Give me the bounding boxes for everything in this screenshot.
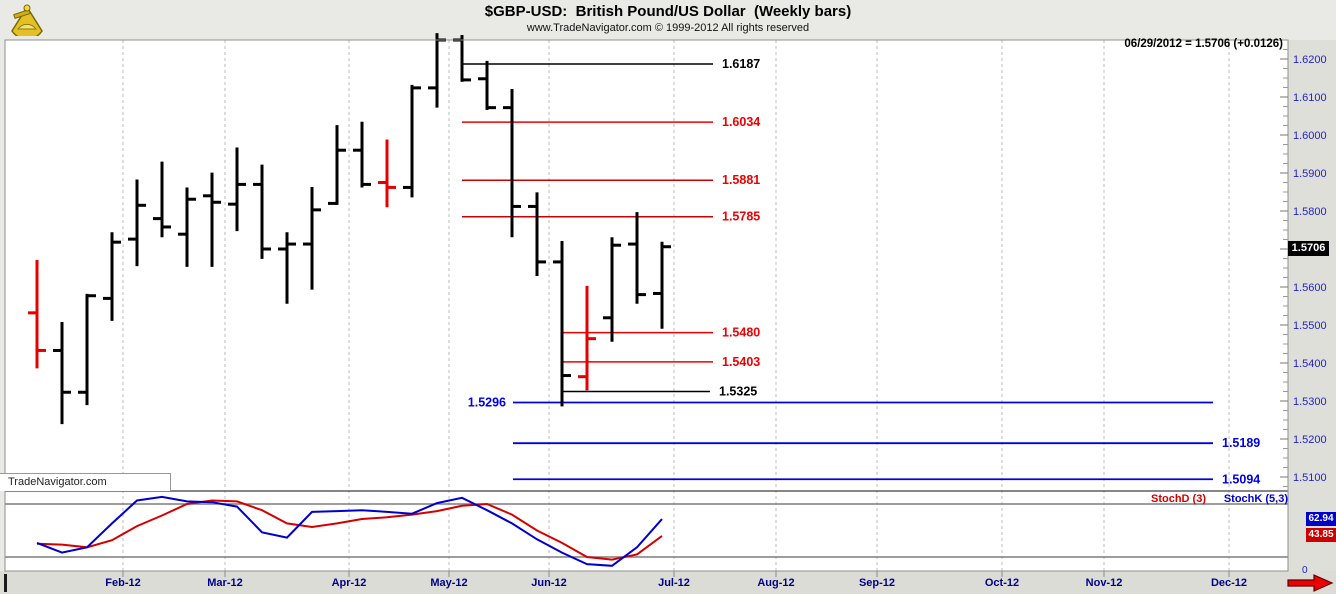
price-axis-label: 1.5400: [1293, 358, 1327, 370]
price-axis-label: 1.6200: [1293, 54, 1327, 66]
month-axis-label: Oct-12: [985, 577, 1019, 589]
month-axis-label: Nov-12: [1086, 577, 1123, 589]
price-axis-label: 1.6000: [1293, 130, 1327, 142]
watermark: TradeNavigator.com: [0, 473, 171, 491]
tradenavigator-sextant-logo-icon: [11, 4, 43, 36]
price-axis-label: 1.5100: [1293, 472, 1327, 484]
header-strip: [0, 0, 1336, 40]
stochd-legend-label: StochD (3): [1151, 493, 1206, 505]
stoch-curve: [36, 499, 663, 561]
current-price-badge: 1.5706: [1288, 241, 1329, 256]
price-level-label: 1.5189: [1222, 436, 1260, 450]
stoch-curve: [36, 495, 663, 567]
price-level-label: 1.5325: [719, 385, 757, 399]
month-axis-label: May-12: [430, 577, 467, 589]
price-level-label: 1.5296: [468, 396, 506, 410]
stochd-value-badge: 43.85: [1306, 528, 1336, 542]
stoch-zero-axis-label: 0: [1302, 565, 1308, 576]
scroll-right-arrow-button[interactable]: [1286, 573, 1334, 593]
plot-background: [5, 40, 1288, 571]
price-level-label: 1.5881: [722, 173, 760, 187]
page-title: $GBP-USD: British Pound/US Dollar (Weekl…: [484, 3, 852, 20]
month-axis-label: Aug-12: [757, 577, 794, 589]
price-axis-label: 1.5600: [1293, 282, 1327, 294]
price-axis-label: 1.5900: [1293, 168, 1327, 180]
month-axis-label: Mar-12: [207, 577, 242, 589]
price-level-label: 1.5094: [1222, 472, 1260, 486]
price-level-label: 1.5480: [722, 326, 760, 340]
month-axis-label: Apr-12: [332, 577, 367, 589]
bottom-left-edge-tick: [4, 574, 7, 592]
last-date-price-annotation: 06/29/2012 = 1.5706 (+0.0126): [1124, 38, 1283, 50]
copyright-subtitle: www.TradeNavigator.com © 1999-2012 All r…: [526, 22, 810, 34]
month-axis-label: Jun-12: [531, 577, 566, 589]
price-axis-label: 1.5800: [1293, 206, 1327, 218]
price-axis-label: 1.5200: [1293, 434, 1327, 446]
price-level-label: 1.6034: [722, 115, 760, 129]
stochk-legend-label: StochK (5,3): [1223, 493, 1288, 505]
price-axis-label: 1.5500: [1293, 320, 1327, 332]
month-axis-label: Jul-12: [658, 577, 690, 589]
stochk-value-badge: 62.94: [1306, 512, 1336, 526]
price-level-label: 1.6187: [722, 57, 760, 71]
month-axis-label: Sep-12: [859, 577, 895, 589]
month-axis-label: Feb-12: [105, 577, 140, 589]
month-axis-label: Dec-12: [1211, 577, 1247, 589]
price-level-label: 1.5403: [722, 355, 760, 369]
price-axis-label: 1.5300: [1293, 396, 1327, 408]
price-level-label: 1.5785: [722, 210, 760, 224]
price-axis-label: 1.6100: [1293, 92, 1327, 104]
right-axis-gutter: [1288, 40, 1336, 571]
